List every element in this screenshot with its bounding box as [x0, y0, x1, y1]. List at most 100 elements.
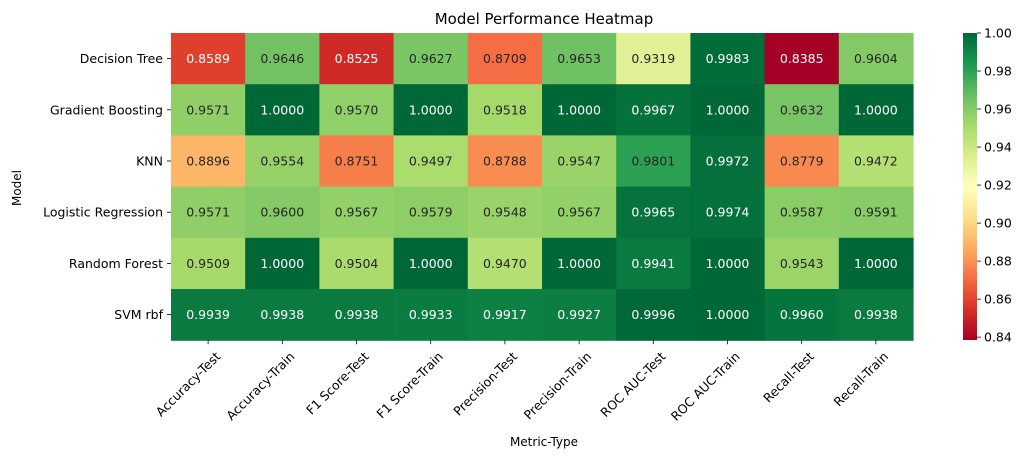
- colorbar-tick-label: 0.96: [984, 102, 1012, 117]
- heatmap-cell: [542, 186, 617, 239]
- cell-value-label: 0.9571: [186, 102, 230, 117]
- y-tick-label: Logistic Regression: [43, 205, 163, 220]
- cell-value-label: 0.9627: [409, 51, 453, 66]
- heatmap-cell: [616, 237, 691, 290]
- heatmap-cell: [690, 186, 766, 239]
- y-tick-label: SVM rbf: [114, 307, 163, 322]
- heatmap-cells: 0.8589 0.9646 0.8525 0.9627 0.8709 0.9653 0.93…: [171, 33, 914, 341]
- cell-value-label: 0.8589: [186, 51, 230, 66]
- cell-value-label: 0.9600: [260, 205, 304, 220]
- heatmap-cell: [171, 84, 246, 136]
- x-tick-label: ROC AUC-Train: [668, 349, 743, 424]
- cell-value-label: 0.9470: [483, 256, 527, 271]
- cell-value-label: 0.8896: [186, 154, 230, 169]
- heatmap-cell: [690, 33, 766, 85]
- cell-value-label: 0.9571: [186, 205, 230, 220]
- heatmap-cell: [764, 237, 840, 290]
- y-tick-label: Gradient Boosting: [50, 102, 163, 117]
- heatmap-cell: [616, 289, 691, 341]
- heatmap-cell: [764, 135, 840, 188]
- cell-value-label: 0.9319: [631, 51, 675, 66]
- cell-value-label: 0.9941: [631, 256, 675, 271]
- cell-value-label: 1.0000: [854, 256, 898, 271]
- heatmap-cell: [171, 237, 246, 290]
- heatmap-cell: [245, 289, 320, 341]
- cell-value-label: 0.9917: [483, 307, 527, 322]
- cell-value-label: 1.0000: [706, 307, 750, 322]
- cell-value-label: 0.9570: [335, 102, 379, 117]
- cell-value-label: 0.9587: [780, 205, 824, 220]
- colorbar-ticks: 0.84 0.86 0.88 0.90 0.92 0.94 0.96 0.98 1.00: [977, 26, 1012, 345]
- cell-value-label: 0.9974: [706, 205, 750, 220]
- y-tick-label: KNN: [136, 154, 163, 169]
- cell-value-label: 0.8709: [483, 51, 527, 66]
- heatmap-cell: [245, 237, 320, 290]
- cell-value-label: 0.9972: [706, 154, 750, 169]
- y-tick-labels: Decision Tree Gradient Boosting KNN Logisti…: [43, 51, 171, 322]
- cell-value-label: 0.9518: [483, 102, 527, 117]
- heatmap-cell: [245, 33, 320, 85]
- heatmap-cell: [245, 84, 320, 136]
- x-tick-label: Recall-Test: [760, 349, 817, 406]
- colorbar: [963, 33, 977, 340]
- cell-value-label: 1.0000: [557, 102, 601, 117]
- heatmap-cell: [690, 237, 766, 290]
- heatmap-cell: [393, 33, 469, 85]
- y-tick-label: Decision Tree: [80, 51, 164, 66]
- heatmap-cell: [393, 186, 469, 239]
- heatmap-cell: [838, 289, 914, 341]
- colorbar-tick-label: 0.98: [984, 64, 1012, 79]
- x-tick-label: F1 Score-Train: [373, 349, 445, 421]
- x-tick-label: Accuracy-Test: [153, 349, 224, 420]
- x-tick-label: Precision-Train: [521, 349, 595, 423]
- heatmap-cell: [245, 135, 320, 188]
- heatmap-cell: [467, 84, 543, 136]
- colorbar-tick-label: 0.88: [984, 254, 1012, 269]
- colorbar-tick-label: 0.94: [984, 140, 1012, 155]
- x-tick-label: F1 Score-Test: [303, 349, 372, 418]
- heatmap-cell: [245, 186, 320, 239]
- heatmap-cell: [171, 135, 246, 188]
- heatmap-cell: [616, 135, 691, 188]
- heatmap-cell: [467, 135, 543, 188]
- colorbar-tick-label: 0.84: [984, 330, 1012, 345]
- heatmap-cell: [616, 186, 691, 239]
- cell-value-label: 0.9801: [631, 154, 675, 169]
- heatmap-cell: [319, 135, 395, 188]
- y-axis-label: Model: [10, 170, 24, 206]
- cell-value-label: 1.0000: [260, 102, 304, 117]
- heatmap-cell: [690, 84, 766, 136]
- heatmap-cell: [616, 84, 691, 136]
- heatmap-cell: [838, 84, 914, 136]
- cell-value-label: 0.8525: [335, 51, 379, 66]
- heatmap-cell: [838, 33, 914, 85]
- heatmap-cell: [542, 289, 617, 341]
- cell-value-label: 1.0000: [854, 102, 898, 117]
- heatmap-cell: [467, 237, 543, 290]
- heatmap-cell: [616, 33, 691, 85]
- heatmap-cell: [393, 289, 469, 341]
- heatmap-cell: [764, 289, 840, 341]
- cell-value-label: 0.9504: [335, 256, 379, 271]
- heatmap-cell: [171, 33, 246, 85]
- heatmap-cell: [764, 84, 840, 136]
- cell-value-label: 1.0000: [706, 256, 750, 271]
- cell-value-label: 0.9960: [780, 307, 824, 322]
- x-tick-label: Recall-Train: [831, 349, 892, 410]
- cell-value-label: 0.9939: [186, 307, 230, 322]
- x-axis-label: Metric-Type: [510, 435, 578, 449]
- cell-value-label: 0.9497: [409, 154, 453, 169]
- heatmap-cell: [319, 84, 395, 136]
- cell-value-label: 0.9543: [780, 256, 824, 271]
- cell-value-label: 0.9632: [780, 102, 824, 117]
- colorbar-tick-label: 0.92: [984, 178, 1012, 193]
- heatmap-cell: [393, 237, 469, 290]
- x-tick-label: ROC AUC-Test: [597, 349, 668, 420]
- heatmap-cell: [690, 289, 766, 341]
- cell-value-label: 0.9933: [409, 307, 453, 322]
- heatmap-cell: [542, 135, 617, 188]
- heatmap-cell: [171, 186, 246, 239]
- heatmap-cell: [319, 186, 395, 239]
- y-tick-label: Random Forest: [69, 256, 163, 271]
- cell-value-label: 1.0000: [706, 102, 750, 117]
